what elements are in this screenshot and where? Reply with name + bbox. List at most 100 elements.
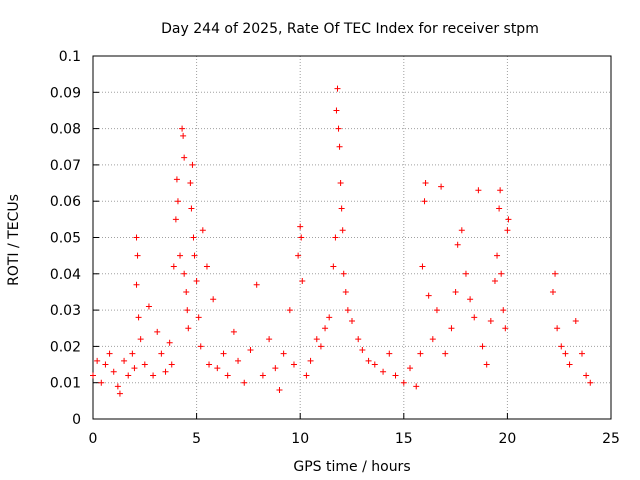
data-point — [125, 372, 132, 379]
data-point — [303, 372, 310, 379]
data-point — [133, 234, 140, 241]
y-axis-label: ROTI / TECUs — [6, 194, 22, 286]
data-point — [386, 350, 393, 357]
data-point — [203, 263, 210, 270]
data-point — [566, 361, 573, 368]
data-point — [505, 216, 512, 223]
data-point — [498, 270, 505, 277]
data-point — [471, 314, 478, 321]
data-point — [187, 180, 194, 187]
x-tick-label: 0 — [89, 431, 98, 447]
data-point — [552, 270, 559, 277]
data-point — [467, 296, 474, 303]
data-point — [197, 343, 204, 350]
data-point — [214, 365, 221, 372]
x-tick-labels: 0 5 10 15 20 25 — [89, 431, 620, 447]
data-point — [371, 361, 378, 368]
data-point — [168, 361, 175, 368]
data-point — [286, 307, 293, 314]
y-tick-label: 0.03 — [50, 303, 81, 319]
data-point — [195, 314, 202, 321]
y-tick-label: 0.07 — [50, 158, 81, 174]
data-point — [421, 198, 428, 205]
data-point — [491, 278, 498, 285]
data-point — [106, 350, 113, 357]
y-tick-label: 0.04 — [50, 267, 81, 283]
data-point — [230, 328, 237, 335]
data-point — [504, 227, 511, 234]
data-point — [220, 350, 227, 357]
y-tick-labels: 0 0.01 0.02 0.03 0.04 0.05 0.06 0.07 0.08 0.09 0.1 — [50, 49, 81, 428]
data-point — [90, 372, 96, 379]
data-point — [137, 336, 144, 343]
data-point — [392, 372, 399, 379]
data-point — [419, 263, 426, 270]
x-tick-label: 25 — [602, 431, 620, 447]
data-point — [429, 336, 436, 343]
data-point — [479, 343, 486, 350]
data-point — [497, 187, 504, 194]
data-point — [110, 368, 117, 375]
data-point — [206, 361, 213, 368]
data-point — [235, 357, 242, 364]
data-point — [554, 325, 561, 332]
data-point — [433, 307, 440, 314]
x-tick-label: 20 — [498, 431, 516, 447]
data-point — [335, 125, 342, 132]
data-point — [448, 325, 455, 332]
data-point — [297, 223, 304, 230]
y-tick-label: 0.09 — [50, 85, 81, 101]
data-point — [199, 227, 206, 234]
data-point — [131, 365, 138, 372]
data-point — [179, 125, 186, 132]
data-point — [334, 85, 341, 92]
data-point — [400, 379, 407, 386]
data-point — [183, 288, 190, 295]
data-point — [158, 350, 165, 357]
data-point — [181, 270, 188, 277]
data-point — [241, 379, 248, 386]
data-point — [129, 350, 136, 357]
data-point — [336, 143, 343, 150]
data-point — [253, 281, 260, 288]
data-point — [496, 205, 503, 212]
x-tick-label: 10 — [291, 431, 309, 447]
data-point — [583, 372, 590, 379]
data-point — [210, 296, 217, 303]
data-point — [578, 350, 585, 357]
data-point — [475, 187, 482, 194]
data-point — [189, 161, 196, 168]
x-tick-label: 5 — [192, 431, 201, 447]
y-tick-label: 0.1 — [59, 49, 81, 65]
data-point — [307, 357, 314, 364]
data-point — [313, 336, 320, 343]
data-point — [193, 278, 200, 285]
data-point — [572, 317, 579, 324]
data-point — [355, 336, 362, 343]
data-point — [272, 365, 279, 372]
data-point — [98, 379, 105, 386]
data-point — [380, 368, 387, 375]
data-point — [224, 372, 231, 379]
data-point — [462, 270, 469, 277]
y-tick-label: 0 — [72, 412, 81, 428]
data-point — [170, 263, 177, 270]
data-point — [494, 252, 501, 259]
data-point — [562, 350, 569, 357]
data-point — [452, 288, 459, 295]
data-point — [295, 252, 302, 259]
data-point — [154, 328, 161, 335]
data-point — [247, 347, 254, 354]
data-point — [135, 314, 142, 321]
x-axis-label: GPS time / hours — [293, 459, 410, 475]
data-point — [114, 383, 121, 390]
y-tick-label: 0.08 — [50, 122, 81, 138]
data-point — [332, 234, 339, 241]
chart-title: Day 244 of 2025, Rate Of TEC Index for r… — [161, 21, 539, 37]
data-point — [442, 350, 449, 357]
data-point — [487, 317, 494, 324]
data-point — [326, 314, 333, 321]
data-point — [339, 227, 346, 234]
data-point — [150, 372, 157, 379]
